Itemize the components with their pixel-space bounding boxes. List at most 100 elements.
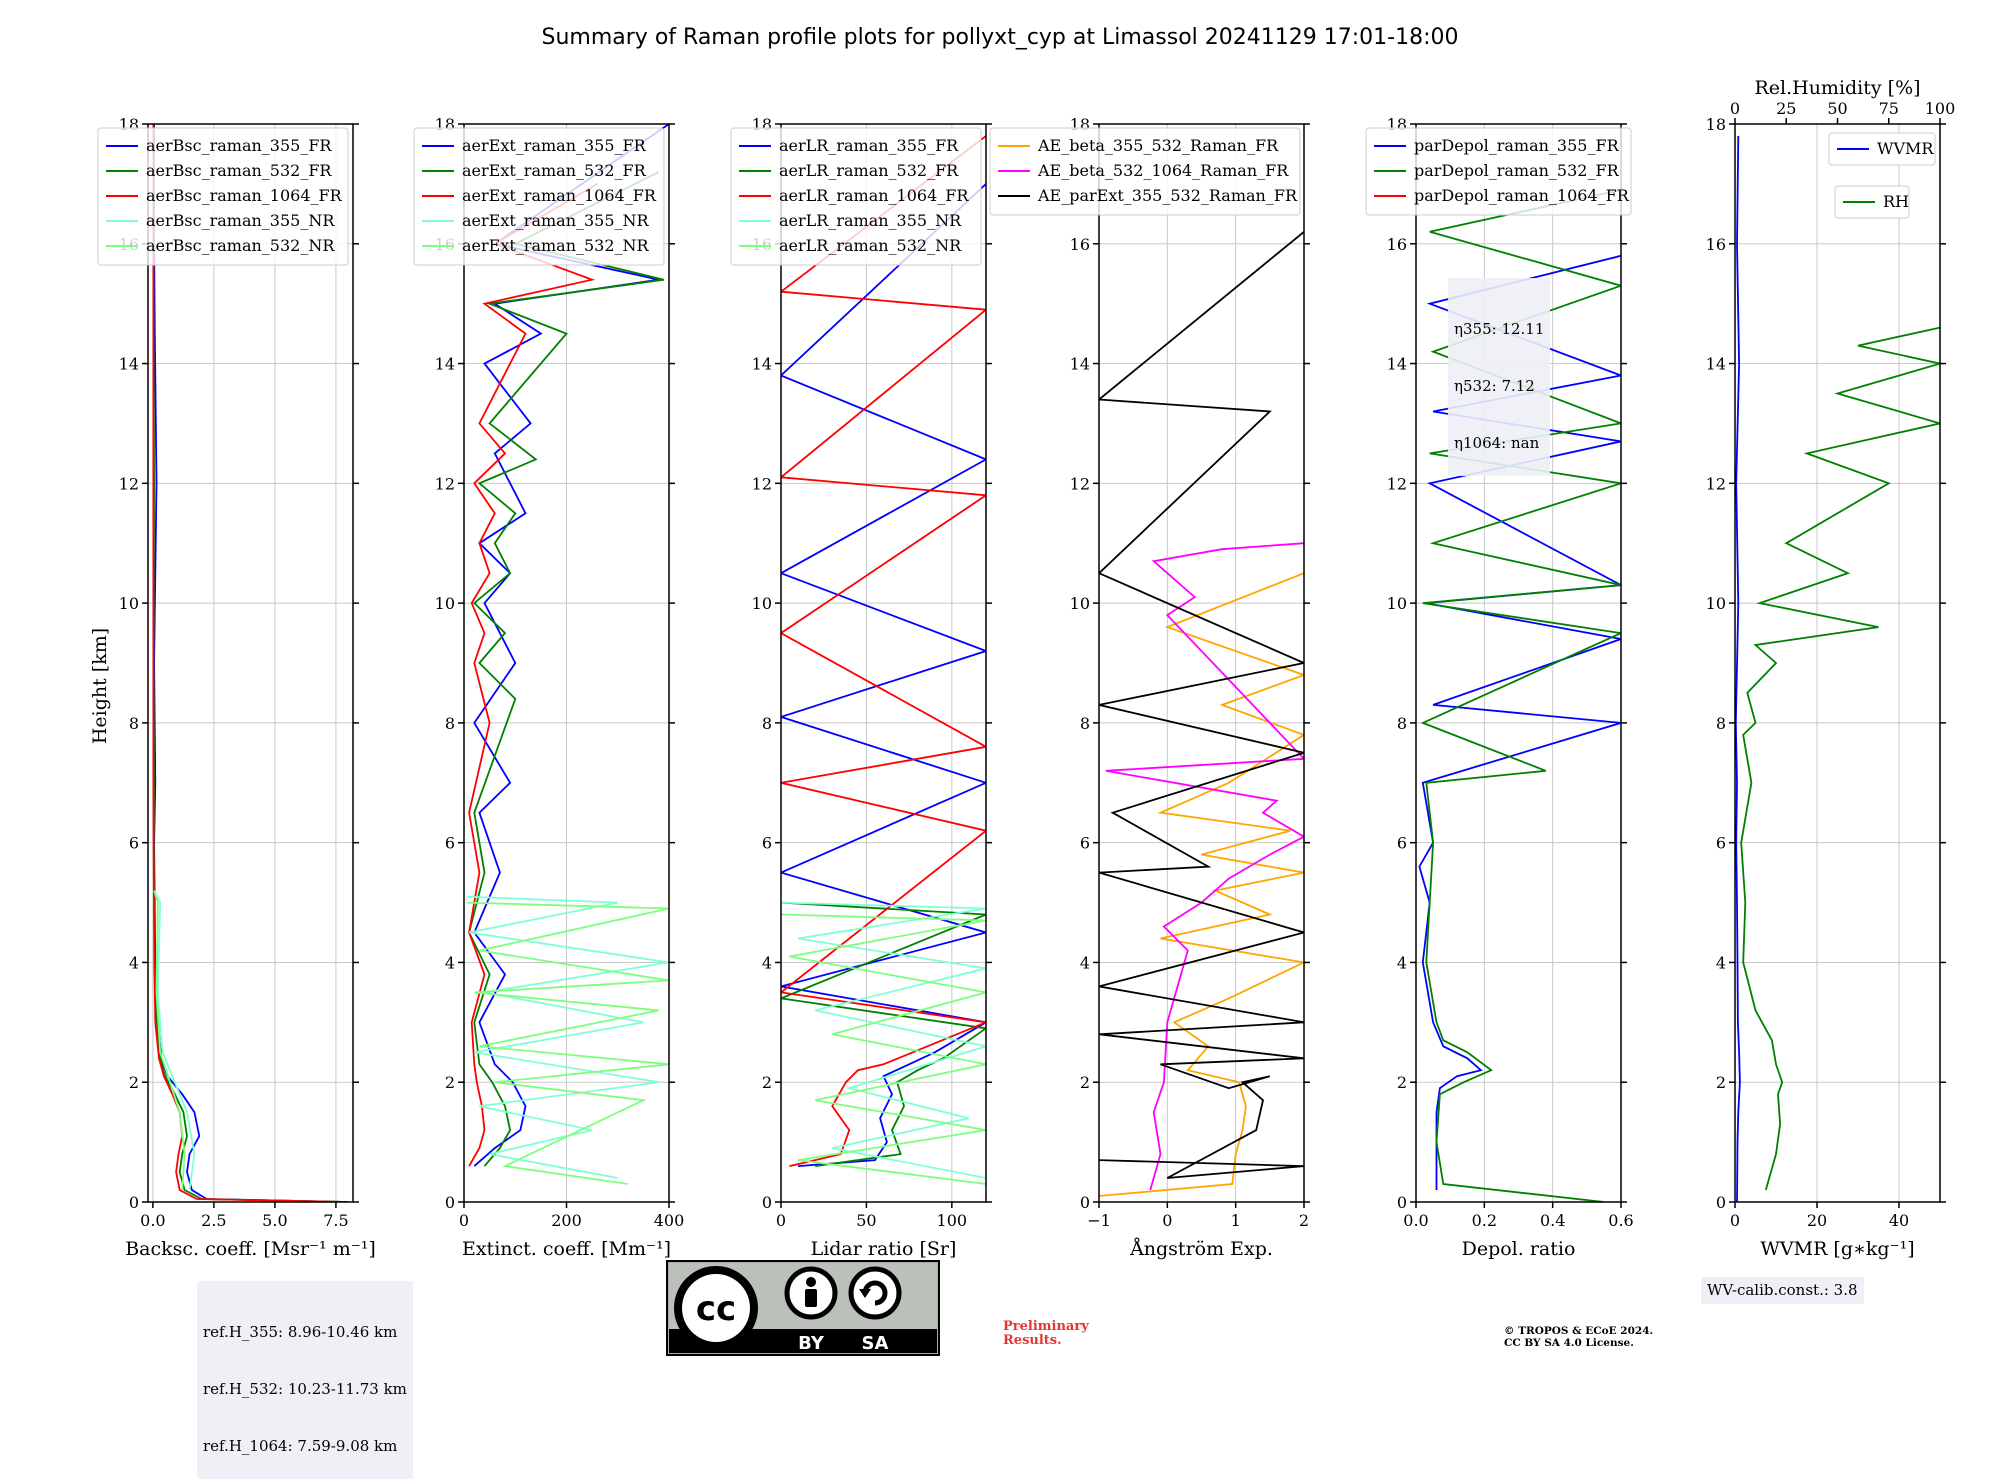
x-tick-label: 20 xyxy=(1807,1211,1827,1230)
y-tick-label: 14 xyxy=(435,355,455,374)
y-tick-label: 10 xyxy=(119,594,139,613)
y-axis-label: Height [km] xyxy=(89,628,111,744)
y-tick-label: 10 xyxy=(1070,594,1090,613)
y-tick-label: 2 xyxy=(445,1073,455,1092)
y-tick-label: 0 xyxy=(1080,1193,1090,1212)
y-tick-label: 0 xyxy=(1397,1193,1407,1212)
legend-label: aerBsc_raman_1064_FR xyxy=(146,186,343,205)
series-line-aerBsc_raman_355_FR xyxy=(153,124,349,1202)
y-tick-label: 12 xyxy=(1706,474,1726,493)
y-tick-label: 12 xyxy=(119,474,139,493)
series-line-aerExt_raman_532_FR xyxy=(468,171,665,1167)
reference-height-355: ref.H_355: 8.96-10.46 km xyxy=(203,1323,398,1341)
y-tick-label: 4 xyxy=(762,953,772,972)
legend: AE_beta_355_532_Raman_FR AE_beta_532_1064… xyxy=(989,127,1301,216)
series-line-aerLR_raman_1064_FR xyxy=(781,135,986,1167)
y-tick-label: 8 xyxy=(762,714,772,733)
legend-box xyxy=(1828,132,1936,166)
top-tick-label: 0 xyxy=(1730,99,1740,118)
top-tick-label: 50 xyxy=(1827,99,1847,118)
x-tick-label: 2.5 xyxy=(201,1211,226,1230)
series-group xyxy=(1099,231,1304,1197)
top-axis-label: Rel.Humidity [%] xyxy=(1754,77,1920,99)
y-tick-label: 8 xyxy=(129,714,139,733)
cc-by-sa-logo: cc BY SA xyxy=(666,1260,940,1356)
y-tick-label: 10 xyxy=(1387,594,1407,613)
reference-height-1064: ref.H_1064: 7.59-9.08 km xyxy=(203,1437,398,1455)
y-tick-label: 8 xyxy=(1080,714,1090,733)
copyright-line-1: © TROPOS & ECoE 2024. xyxy=(1504,1325,1654,1337)
legend-label: aerExt_raman_532_FR xyxy=(462,161,647,180)
legend-label: aerLR_raman_355_NR xyxy=(779,211,962,230)
copyright-line-2: CC BY SA 4.0 License. xyxy=(1504,1337,1634,1349)
y-tick-label: 14 xyxy=(119,355,139,374)
y-tick-label: 0 xyxy=(1716,1193,1726,1212)
y-tick-label: 4 xyxy=(1080,953,1090,972)
y-tick-label: 10 xyxy=(1706,594,1726,613)
x-tick-label: 40 xyxy=(1889,1211,1909,1230)
x-tick-label: 0.2 xyxy=(1472,1211,1497,1230)
y-tick-label: 6 xyxy=(1397,834,1407,853)
by-label: BY xyxy=(798,1333,825,1354)
y-tick-label: 16 xyxy=(1387,235,1407,254)
series-group xyxy=(781,135,986,1185)
series-line-aerLR_raman_355_FR xyxy=(781,183,986,1167)
x-tick-label: −1 xyxy=(1087,1211,1111,1230)
legend: parDepol_raman_355_FR parDepol_raman_532_… xyxy=(1365,127,1632,216)
y-tick-label: 4 xyxy=(445,953,455,972)
legend-label: aerLR_raman_532_FR xyxy=(779,161,959,180)
series-group xyxy=(1735,135,1940,1202)
legend-box xyxy=(97,127,349,266)
y-tick-label: 4 xyxy=(129,953,139,972)
legend-box xyxy=(989,127,1301,216)
legend-label: RH xyxy=(1883,192,1909,211)
eta-532: η532: 7.12 xyxy=(1454,377,1535,395)
x-tick-label: 200 xyxy=(551,1211,582,1230)
series-line-WVMR xyxy=(1735,135,1741,1202)
eta-1064: η1064: nan xyxy=(1454,434,1540,452)
legend: aerLR_raman_355_FR aerLR_raman_532_FR aerL… xyxy=(730,127,982,266)
legend-label: aerExt_raman_532_NR xyxy=(462,236,650,255)
preliminary-note: Preliminary Results. xyxy=(1003,1320,1089,1348)
series-line-aerBsc_raman_532_FR xyxy=(152,124,349,1202)
eta-box: η355: 12.11 η532: 7.12 η1064: nan xyxy=(1448,278,1551,476)
x-tick-label: 100 xyxy=(937,1211,968,1230)
axes-frame xyxy=(1098,123,1305,1203)
copyright-note: © TROPOS & ECoE 2024. CC BY SA 4.0 Licen… xyxy=(1504,1325,1653,1349)
y-tick-label: 14 xyxy=(752,355,772,374)
legend-label: parDepol_raman_532_FR xyxy=(1414,161,1620,180)
axes-frame xyxy=(147,123,354,1203)
top-tick-label: 25 xyxy=(1776,99,1796,118)
y-tick-label: 8 xyxy=(1397,714,1407,733)
series-line-aerExt_raman_1064_FR xyxy=(468,183,598,1167)
series-line-parDepol_raman_532_FR xyxy=(1420,189,1621,1202)
legend-label: aerBsc_raman_532_NR xyxy=(146,236,335,255)
x-tick-label: 7.5 xyxy=(323,1211,348,1230)
legend-label: aerBsc_raman_355_NR xyxy=(146,211,335,230)
series-group xyxy=(152,124,349,1202)
figure-title: Summary of Raman profile plots for polly… xyxy=(542,25,1459,50)
y-tick-label: 16 xyxy=(1070,235,1090,254)
x-tick-label: 1 xyxy=(1231,1211,1241,1230)
series-line-aerBsc_raman_532_NR xyxy=(153,890,186,1191)
legend-label: AE_beta_532_1064_Raman_FR xyxy=(1037,161,1289,180)
y-tick-label: 0 xyxy=(129,1193,139,1212)
legend-label: aerLR_raman_532_NR xyxy=(779,236,962,255)
top-tick-label: 100 xyxy=(1925,99,1956,118)
y-tick-label: 14 xyxy=(1706,355,1726,374)
y-tick-label: 16 xyxy=(1706,235,1726,254)
series-line-aerExt_raman_532_NR xyxy=(466,901,669,1185)
y-tick-label: 6 xyxy=(129,834,139,853)
series-line-AE_beta_532_1064_Raman_FR xyxy=(1105,542,1304,1191)
y-tick-label: 2 xyxy=(129,1073,139,1092)
x-tick-label: 0.0 xyxy=(1403,1211,1428,1230)
y-tick-label: 8 xyxy=(1716,714,1726,733)
wv-calibration-box: WV-calib.const.: 3.8 xyxy=(1701,1277,1864,1304)
y-tick-label: 14 xyxy=(1387,355,1407,374)
x-tick-label: 5.0 xyxy=(262,1211,287,1230)
legend-box xyxy=(730,127,982,266)
y-tick-label: 0 xyxy=(762,1193,772,1212)
x-tick-label: 0 xyxy=(459,1211,469,1230)
y-tick-label: 12 xyxy=(435,474,455,493)
